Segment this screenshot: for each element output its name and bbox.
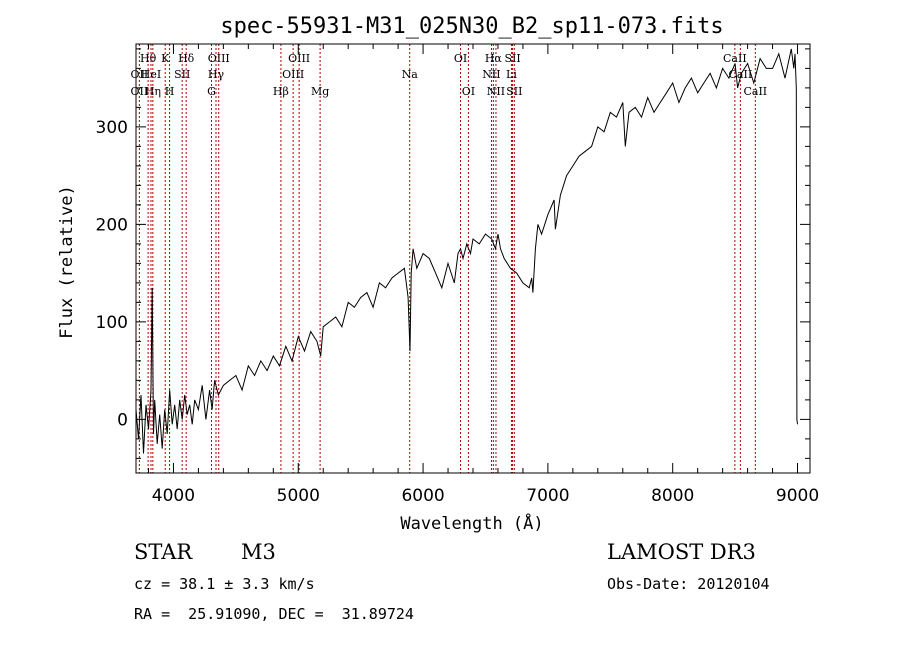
spectral-line-label: CaII [743,85,767,98]
spectral-line-label: Hβ [273,85,289,98]
y-tick-label: 0 [117,410,128,430]
spectrum-series-line [135,48,798,454]
spectral-line-label: NII [482,68,500,81]
spectral-line-label: H [165,85,175,98]
survey-name: LAMOST DR3 [607,540,756,564]
spectral-line-label: NII [487,85,505,98]
spectral-line-label: HeI [141,68,161,81]
redshift-velocity: cz = 38.1 ± 3.3 km/s [134,575,315,593]
object-class: STAR [134,540,193,564]
x-tick-label: 6000 [401,486,444,506]
spectral-line-label: Mg [311,85,329,98]
x-tick-label: 9000 [776,486,819,506]
spectral-line-label: OIII [288,52,310,65]
x-tick-label: 7000 [526,486,569,506]
chart-title: spec-55931-M31_025N30_B2_sp11-073.fits [220,14,723,39]
spectral-line-label: SII [506,85,522,98]
y-tick-label: 200 [96,215,128,235]
spectral-line-label: Hη [145,85,161,98]
observation-date: Obs-Date: 20120104 [607,575,770,593]
spectral-lines [138,44,756,473]
spectral-line-label: Hθ [140,52,157,65]
x-tick-label: 4000 [152,486,195,506]
spectral-line-label: G [207,85,216,98]
spectral-line-label: Li [506,68,517,81]
spectral-line-label: Hα [485,52,503,65]
spectral-line-label: SII [174,68,190,81]
spectral-line-label: OI [454,52,467,65]
spectral-line-label: OI [462,85,475,98]
spectral-line-label: CaII [729,68,753,81]
spectral-line-label: SII [504,52,520,65]
spectral-line-label: Na [402,68,419,81]
spectral-line-label: OII [131,85,149,98]
x-tick-label: 5000 [277,486,320,506]
x-axis-label: Wavelength (Å) [400,512,543,534]
object-subclass: M3 [241,540,276,564]
y-tick-label: 300 [96,118,128,138]
spectral-line-label: K [161,52,170,65]
sky-coordinates: RA = 25.91090, DEC = 31.89724 [134,605,414,623]
spectral-line-label: OII [131,68,149,81]
y-axis-label: Flux (relative) [57,185,77,339]
spectral-line-label: OIII [208,52,230,65]
spectral-line-label: CaII [723,52,747,65]
spectral-line-label: OIII [282,68,304,81]
axis-ticks: 4000 5000 6000 7000 8000 9000 0 100 200 300 [96,44,819,506]
spectral-line-label: Hδ [178,52,195,65]
x-tick-label: 8000 [651,486,694,506]
plot-frame [135,43,811,474]
y-tick-label: 100 [96,313,128,333]
spectral-line-label: Hγ [208,68,225,81]
